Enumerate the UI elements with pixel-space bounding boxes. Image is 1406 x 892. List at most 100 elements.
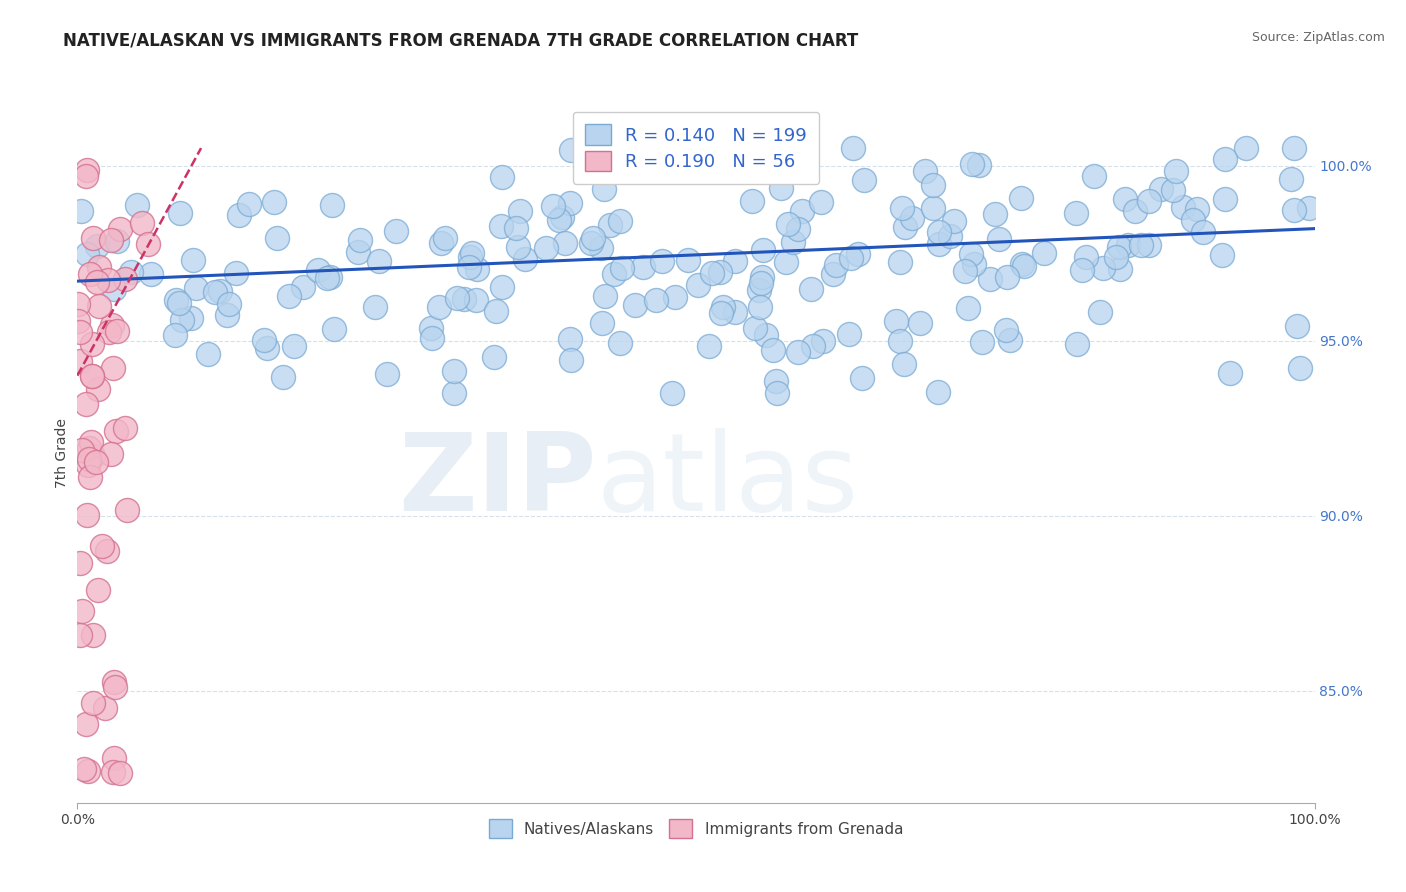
Point <box>979 272 1001 286</box>
Point <box>75 717 97 731</box>
Point <box>513 252 536 266</box>
Point <box>609 335 631 350</box>
Point <box>215 308 238 322</box>
Point <box>76 508 98 523</box>
Point <box>364 300 387 314</box>
Point <box>1116 238 1139 252</box>
Text: atlas: atlas <box>598 427 859 533</box>
Point <box>697 339 720 353</box>
Point <box>77 458 100 473</box>
Point <box>218 297 240 311</box>
Y-axis label: 7th Grade: 7th Grade <box>55 417 69 488</box>
Point <box>165 293 187 307</box>
Point <box>724 304 747 318</box>
Point <box>846 246 869 260</box>
Point <box>103 282 125 296</box>
Point <box>610 260 633 275</box>
Point <box>420 321 443 335</box>
Point <box>103 674 125 689</box>
Point <box>1171 200 1194 214</box>
Point <box>593 182 616 196</box>
Point <box>509 203 531 218</box>
Text: NATIVE/ALASKAN VS IMMIGRANTS FROM GRENADA 7TH GRADE CORRELATION CHART: NATIVE/ALASKAN VS IMMIGRANTS FROM GRENAD… <box>63 31 859 49</box>
Point <box>70 605 93 619</box>
Point <box>711 300 734 314</box>
Point <box>141 267 163 281</box>
Point <box>910 317 932 331</box>
Point <box>838 326 860 341</box>
Point <box>101 318 124 332</box>
Point <box>1219 366 1241 380</box>
Point <box>770 181 793 195</box>
Point <box>80 336 103 351</box>
Point <box>385 223 408 237</box>
Point <box>484 350 506 364</box>
Point <box>1213 192 1236 206</box>
Point <box>87 382 110 396</box>
Point <box>969 157 991 171</box>
Point <box>560 353 582 368</box>
Point <box>209 284 232 298</box>
Point <box>970 335 993 350</box>
Point <box>593 289 616 303</box>
Point <box>624 298 647 312</box>
Point <box>96 273 118 287</box>
Point <box>955 264 977 278</box>
Point <box>420 331 443 345</box>
Point <box>86 454 108 468</box>
Point <box>782 235 804 249</box>
Point <box>889 334 911 348</box>
Point <box>987 232 1010 246</box>
Point <box>69 628 91 642</box>
Point <box>1284 141 1306 155</box>
Point <box>82 369 104 384</box>
Point <box>103 750 125 764</box>
Point <box>1234 141 1257 155</box>
Text: Source: ZipAtlas.com: Source: ZipAtlas.com <box>1251 31 1385 45</box>
Point <box>1010 191 1032 205</box>
Point <box>429 236 451 251</box>
Point <box>98 325 121 339</box>
Point <box>1137 238 1160 252</box>
Point <box>100 448 122 462</box>
Point <box>984 206 1007 220</box>
Point <box>762 343 785 357</box>
Point <box>100 233 122 247</box>
Point <box>995 323 1018 337</box>
Point <box>82 369 104 384</box>
Point <box>76 764 98 778</box>
Point <box>664 290 686 304</box>
Point <box>69 556 91 570</box>
Point <box>278 289 301 303</box>
Point <box>464 293 486 308</box>
Point <box>180 310 202 325</box>
Point <box>127 198 149 212</box>
Point <box>1064 206 1087 220</box>
Point <box>1011 257 1033 271</box>
Point <box>347 245 370 260</box>
Point <box>506 240 529 254</box>
Point <box>676 252 699 267</box>
Point <box>1298 201 1320 215</box>
Point <box>131 216 153 230</box>
Point <box>543 199 565 213</box>
Point <box>914 164 936 178</box>
Point <box>67 314 90 328</box>
Point <box>1012 259 1035 273</box>
Point <box>271 370 294 384</box>
Point <box>165 327 187 342</box>
Point <box>1213 152 1236 166</box>
Point <box>1137 194 1160 208</box>
Point <box>1083 169 1105 184</box>
Point <box>776 217 799 231</box>
Point <box>184 281 207 295</box>
Point <box>307 263 329 277</box>
Point <box>79 267 101 281</box>
Point <box>551 211 574 225</box>
Point <box>263 195 285 210</box>
Point <box>114 272 136 286</box>
Point <box>800 282 823 296</box>
Point <box>461 245 484 260</box>
Point <box>1070 263 1092 277</box>
Point <box>453 292 475 306</box>
